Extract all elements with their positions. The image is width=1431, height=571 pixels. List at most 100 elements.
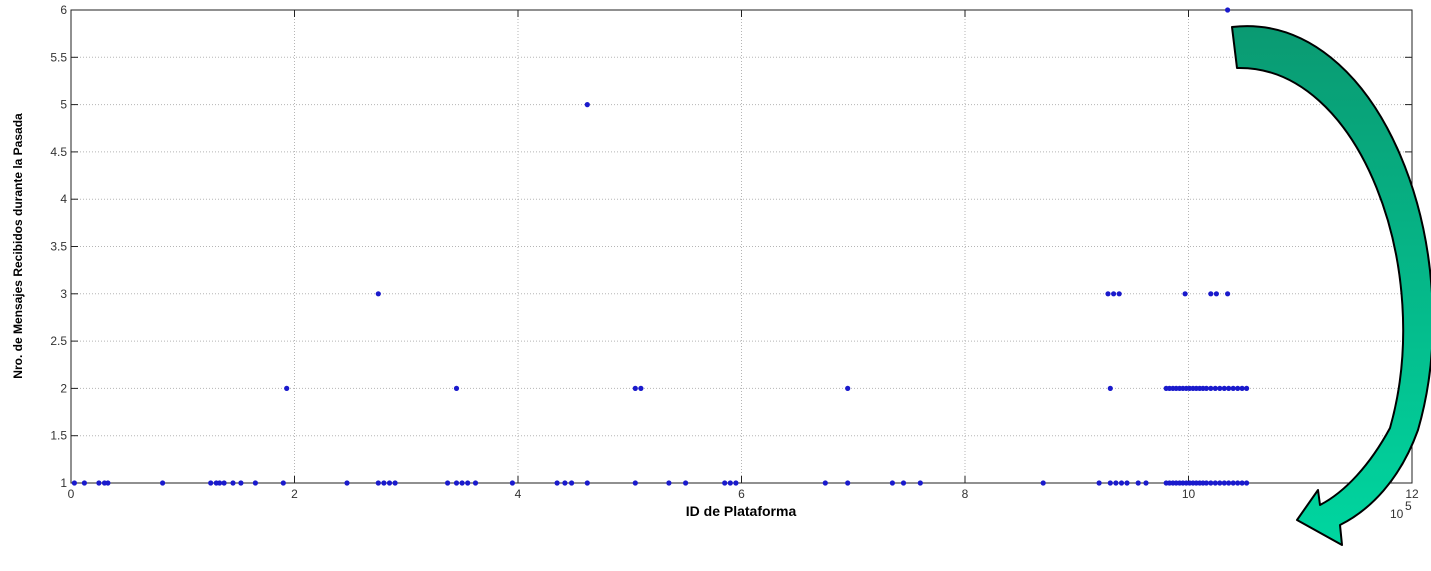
axis-ticks: [70, 9, 1413, 484]
x-tick-label: 2: [291, 487, 298, 501]
data-point: [1208, 480, 1214, 486]
data-point: [71, 480, 77, 486]
data-point: [683, 480, 689, 486]
data-point: [1221, 480, 1227, 486]
data-point: [554, 480, 560, 486]
data-point: [386, 480, 393, 486]
data-point: [569, 480, 575, 486]
data-point: [459, 480, 465, 486]
data-point: [96, 480, 102, 486]
y-tick-label: 2: [60, 381, 67, 395]
x-axis-label: ID de Plataforma: [686, 503, 797, 519]
data-point: [284, 385, 290, 391]
data-point: [1235, 480, 1241, 486]
x-tick-label: 10: [1182, 487, 1196, 501]
data-point: [733, 480, 739, 486]
data-point: [1203, 385, 1209, 391]
data-point: [1105, 291, 1111, 297]
data-point: [453, 385, 460, 391]
y-tick-label: 4.5: [50, 145, 67, 159]
x-tick-label: 12: [1405, 487, 1419, 501]
data-point: [445, 480, 451, 486]
y-tick-label: 2.5: [50, 334, 67, 348]
data-point: [160, 480, 166, 486]
data-point: [1212, 385, 1218, 391]
data-point: [1226, 480, 1232, 486]
y-tick-label: 6: [60, 3, 67, 17]
data-point: [1135, 480, 1141, 486]
data-point: [632, 480, 638, 486]
data-point: [238, 480, 244, 486]
data-point: [465, 480, 471, 486]
data-point: [1143, 480, 1149, 486]
data-points: [71, 7, 1250, 486]
data-point: [453, 480, 460, 486]
data-point: [845, 480, 851, 486]
data-point: [584, 102, 590, 108]
x-tick-label: 8: [962, 487, 969, 501]
data-point: [1217, 480, 1223, 486]
data-point: [584, 480, 590, 486]
x-tick-label: 6: [738, 487, 745, 501]
data-point: [221, 480, 227, 486]
data-point: [562, 480, 568, 486]
y-tick-label: 1.5: [50, 429, 67, 443]
data-point: [845, 385, 851, 391]
data-point: [392, 480, 398, 486]
data-point: [1208, 291, 1214, 297]
data-point: [638, 385, 644, 391]
data-point: [1239, 385, 1245, 391]
y-tick-label: 3.5: [50, 240, 67, 254]
data-point: [1217, 385, 1223, 391]
data-point: [727, 480, 733, 486]
curved-arrow-annotation: [1231, 25, 1431, 546]
data-point: [1225, 7, 1231, 13]
data-point: [632, 385, 638, 391]
y-axis-label: Nro. de Mensajes Recibidos durante la Pa…: [11, 113, 25, 379]
data-point: [1213, 291, 1219, 297]
data-point: [666, 480, 672, 486]
data-point: [280, 480, 286, 486]
y-tick-label: 5.5: [50, 50, 67, 64]
data-point: [1212, 480, 1218, 486]
data-point: [81, 480, 87, 486]
x-tick-label: 0: [68, 487, 75, 501]
data-point: [1221, 385, 1227, 391]
data-point: [375, 291, 381, 297]
data-point: [381, 480, 387, 486]
data-point: [889, 480, 896, 486]
data-point: [1239, 480, 1245, 486]
data-point: [1124, 480, 1130, 486]
data-point: [1208, 385, 1214, 391]
data-point: [900, 480, 907, 486]
data-point: [472, 480, 479, 486]
data-point: [1096, 480, 1102, 486]
data-point: [1182, 291, 1188, 297]
data-point: [1040, 480, 1046, 486]
data-point: [208, 480, 214, 486]
data-point: [917, 480, 923, 486]
data-point: [1118, 480, 1125, 486]
data-point: [722, 480, 728, 486]
data-point: [217, 480, 223, 486]
data-point: [375, 480, 381, 486]
data-point: [1244, 385, 1250, 391]
data-point: [1107, 385, 1113, 391]
data-point: [1111, 291, 1117, 297]
data-point: [1113, 480, 1119, 486]
y-tick-label: 1: [60, 476, 67, 490]
data-point: [1244, 480, 1250, 486]
y-tick-label: 3: [60, 287, 67, 301]
data-point: [252, 480, 258, 486]
y-tick-label: 4: [60, 192, 67, 206]
data-point: [509, 480, 515, 486]
data-point: [1225, 291, 1231, 297]
data-point: [1203, 480, 1209, 486]
x-exponent-sup: 5: [1405, 499, 1412, 513]
data-point: [1235, 385, 1241, 391]
data-point: [1230, 480, 1236, 486]
x-exponent-label: 10: [1390, 507, 1404, 521]
y-tick-label: 5: [60, 98, 67, 112]
